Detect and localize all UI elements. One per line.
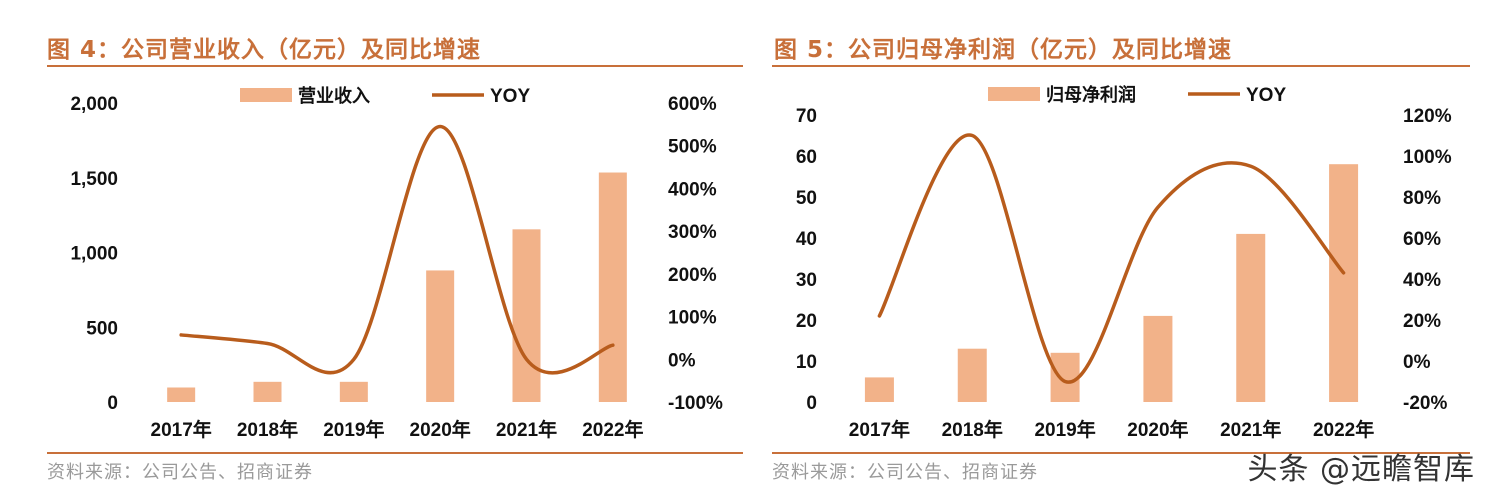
right-axis-tick-label: 120% [1403,106,1452,127]
revenue-chart: 0 500 1,000 1,500 2,000 -100% 0% 100% 200% 300% 40… [70,85,723,441]
source-note: 资料来源：公司公告、招商证券 [47,462,313,483]
chart-title: 图 5：公司归母净利润（亿元）及同比增速 [774,37,1233,63]
right-axis-tick-label: 200% [668,265,717,286]
x-axis-tick-label: 2021年 [1220,418,1281,441]
right-axis-tick-label: 40% [1403,270,1441,291]
left-axis-tick-label: 0 [806,393,817,414]
legend-bar-label: 营业收入 [298,85,370,106]
x-axis-tick-label: 2017年 [151,418,212,441]
net-profit-chart-panel: 图 5：公司归母净利润（亿元）及同比增速 0 10 20 30 40 50 60 70 -20%… [760,0,1497,499]
left-axis-tick-label: 70 [796,106,817,127]
left-axis-tick-label: 10 [796,352,817,373]
left-axis-tick-label: 0 [107,393,118,414]
revenue-chart-panel: 图 4：公司营业收入（亿元）及同比增速 0 500 1,000 1,500 2,000 -… [47,37,743,483]
right-axis-tick-label: 100% [1403,147,1452,168]
source-rule [772,452,1470,454]
x-axis-tick-label: 2019年 [323,418,384,441]
legend-bar-swatch [988,87,1040,101]
right-axis-tick-label: 500% [668,137,717,158]
legend-bar-label: 归母净利润 [1046,84,1136,105]
title-rule [47,65,743,67]
legend-bar-swatch [240,88,292,102]
left-axis-tick-label: 500 [86,318,118,339]
left-axis-tick-label: 60 [796,147,817,168]
right-axis-tick-label: 0% [1403,352,1431,373]
right-axis-tick-label: 60% [1403,229,1441,250]
left-axis-tick-label: 20 [796,311,817,332]
x-axis-tick-label: 2022年 [1313,418,1374,441]
yoy-line [179,124,615,375]
x-axis-tick-label: 2018年 [237,418,298,441]
bar [339,381,368,402]
bar [957,348,987,402]
yoy-line [877,133,1346,384]
bar [598,172,627,402]
right-axis-tick-label: 20% [1403,311,1441,332]
bar [426,270,455,402]
source-note: 资料来源：公司公告、招商证券 [772,462,1038,483]
x-axis-tick-label: 2021年 [496,418,557,441]
left-axis-tick-label: 40 [796,229,817,250]
net-profit-chart: 0 10 20 30 40 50 60 70 -20% 0% 20% 40% 60% 80% 100% 120… [796,84,1452,441]
left-axis-tick-label: 1,500 [70,169,118,190]
right-axis-tick-label: 600% [668,94,717,115]
left-axis-tick-label: 1,000 [70,244,118,265]
bar [864,377,894,402]
title-rule [772,65,1470,67]
x-axis-tick-label: 2020年 [1127,418,1188,441]
right-axis-tick-label: 0% [668,350,696,371]
right-axis-tick-label: 400% [668,179,717,200]
bar [1143,315,1173,402]
right-axis-tick-label: -20% [1403,393,1447,414]
watermark: 头条 @远瞻智库 [1247,452,1475,487]
right-axis-tick-label: 300% [668,222,717,243]
bar [253,381,282,402]
x-axis-tick-label: 2018年 [942,418,1003,441]
bar [1329,164,1359,402]
bar [512,229,541,402]
legend-line-label: YOY [1246,85,1286,106]
right-axis-tick-label: 100% [668,308,717,329]
bar [167,387,196,402]
bar [1050,352,1080,402]
x-axis-tick-label: 2019年 [1034,418,1095,441]
right-axis-tick-label: 80% [1403,188,1441,209]
x-axis-tick-label: 2022年 [582,418,643,441]
chart-title: 图 4：公司营业收入（亿元）及同比增速 [47,37,482,63]
right-axis-tick-label: -100% [668,393,723,414]
x-axis-tick-label: 2017年 [849,418,910,441]
source-rule [47,452,743,454]
left-axis-tick-label: 2,000 [70,94,118,115]
left-axis-tick-label: 50 [796,188,817,209]
left-axis-tick-label: 30 [796,270,817,291]
legend-line-label: YOY [490,86,530,107]
bar [1236,233,1266,402]
x-axis-tick-label: 2020年 [410,418,471,441]
